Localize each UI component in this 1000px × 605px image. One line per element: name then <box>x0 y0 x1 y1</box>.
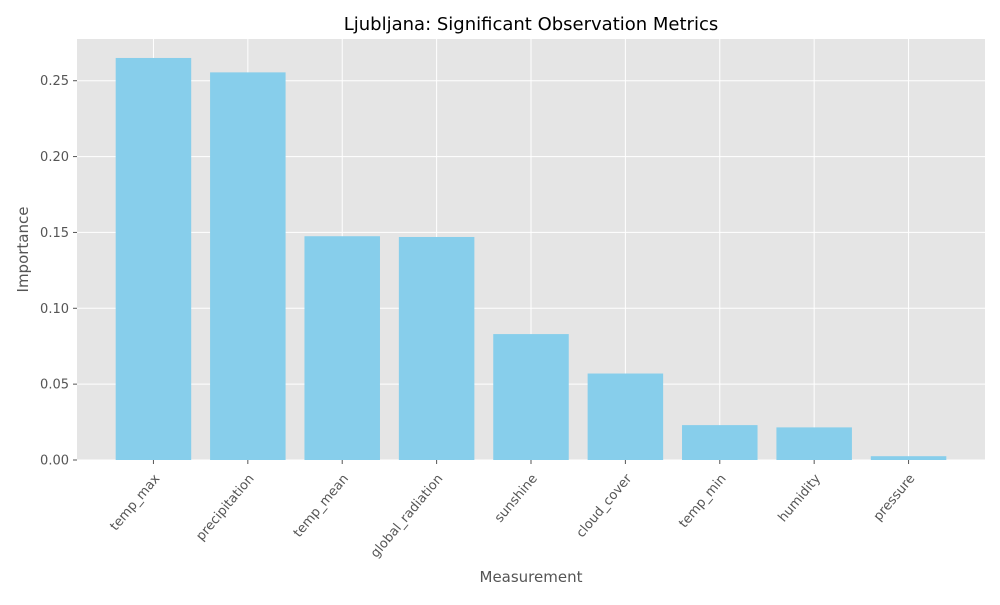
x-tick-label: precipitation <box>193 472 257 544</box>
x-axis-label: Measurement <box>480 568 583 586</box>
y-tick-label: 0.10 <box>40 302 69 317</box>
x-tick-label: temp_min <box>676 472 729 531</box>
y-tick-label: 0.05 <box>40 378 69 393</box>
x-axis-ticks: temp_max precipitation temp_mean global_rad… <box>107 460 918 561</box>
bar-global_radiation <box>398 236 475 460</box>
y-tick-label: 0.15 <box>40 226 69 241</box>
bars <box>115 57 947 461</box>
x-tick-label: sunshine <box>492 472 541 526</box>
y-tick-label: 0.20 <box>40 150 69 165</box>
bar-temp_max <box>115 57 192 461</box>
bar-temp_min <box>682 425 758 460</box>
y-axis-ticks: 0.00 0.05 0.10 0.15 0.20 0.25 <box>40 74 77 469</box>
y-axis-label: Importance <box>14 207 32 293</box>
x-tick-label: global_radiation <box>368 472 446 561</box>
x-tick-label: humidity <box>776 471 825 525</box>
x-tick-label: cloud_cover <box>574 471 636 541</box>
bar-precipitation <box>210 72 286 460</box>
y-tick-label: 0.25 <box>40 74 69 89</box>
x-tick-label: pressure <box>871 472 919 525</box>
y-tick-label: 0.00 <box>40 454 69 469</box>
bar-pressure <box>870 456 947 460</box>
x-tick-label: temp_max <box>107 471 163 534</box>
bar-temp_mean <box>304 236 380 460</box>
bar-sunshine <box>493 334 569 460</box>
bar-cloud_cover <box>587 373 664 460</box>
bar-humidity <box>776 427 852 460</box>
x-tick-label: temp_mean <box>291 472 352 541</box>
chart-title: Ljubljana: Significant Observation Metri… <box>344 14 719 35</box>
